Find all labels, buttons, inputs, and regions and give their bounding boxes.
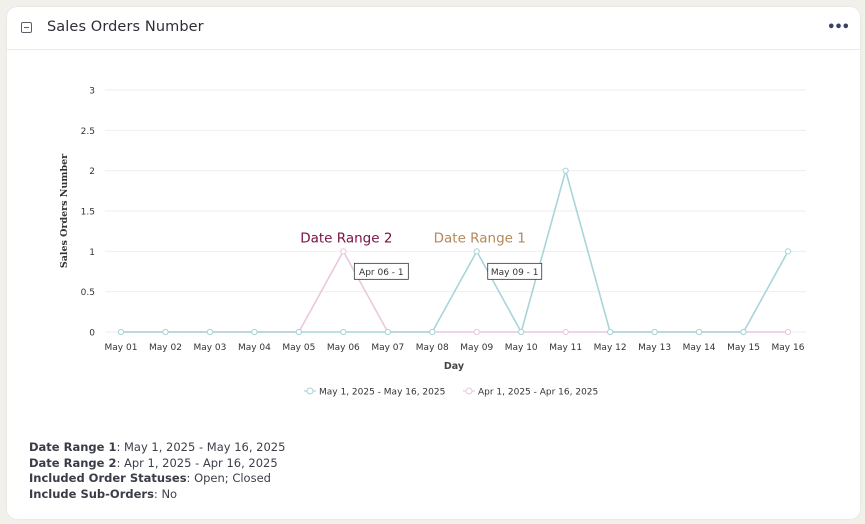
legend-marker	[306, 387, 314, 395]
data-point	[740, 328, 747, 336]
x-tick-label: May 10	[505, 343, 538, 353]
collapse-icon[interactable]	[21, 22, 32, 33]
x-tick-label: May 01	[105, 343, 138, 353]
footer-suborders-value: : No	[153, 486, 178, 501]
data-point	[473, 248, 480, 255]
x-tick-label: May 06	[327, 343, 360, 353]
x-axis-ticks: May 01 May 02 May 03 May 04 May 05 May 06 May …	[105, 343, 805, 353]
more-options-icon[interactable]: •••	[827, 20, 850, 35]
y-tick-label: 0	[89, 329, 95, 339]
x-tick-label: May 12	[594, 343, 627, 353]
x-tick-label: May 09	[460, 343, 493, 353]
annotations: Date Range 2 Date Range 1	[300, 230, 526, 246]
line-chart: 00.511.522.53 May 01 May 02 May 03 May 04 Ma…	[59, 87, 806, 398]
data-point	[384, 328, 391, 336]
card-title: Sales Orders Number	[47, 19, 204, 35]
y-axis-label: Sales Orders Number	[59, 153, 70, 268]
y-tick-label: 0.5	[81, 288, 95, 298]
x-tick-label: May 16	[772, 343, 805, 353]
data-point	[784, 248, 792, 255]
x-tick-label: May 11	[549, 343, 582, 353]
data-point	[340, 328, 347, 336]
x-tick-label: May 05	[282, 343, 315, 353]
x-tick-label: May 04	[238, 343, 271, 353]
data-point	[162, 328, 169, 336]
data-point	[340, 248, 347, 255]
legend-label: May 1, 2025 - May 16, 2025	[319, 388, 445, 398]
tooltip-box	[353, 262, 409, 280]
footer-range1-value: : May 1, 2025 - May 16, 2025	[116, 440, 286, 454]
tooltips: Apr 06 - 1 May 09 - 1	[353, 262, 543, 280]
y-axis-ticks: 0 0.5 1 1.5 2 2.5 3	[81, 87, 96, 339]
data-point	[607, 328, 614, 336]
y-tick-label: 2	[89, 167, 95, 177]
x-tick-label: May 14	[683, 343, 716, 353]
footer-suborders-label: Include Sub-Orders	[29, 486, 154, 501]
tooltip-text: May 09 - 1	[491, 268, 539, 278]
data-point	[206, 328, 214, 336]
data-point	[518, 328, 525, 336]
grid-lines	[105, 89, 806, 333]
tooltip-box	[487, 262, 543, 280]
annotation-label: Date Range 2	[300, 230, 392, 246]
legend: May 1, 2025 - May 16, 2025 Apr 1, 2025 - …	[304, 387, 598, 398]
legend-marker	[465, 387, 473, 395]
data-point	[695, 328, 703, 336]
legend-label: Apr 1, 2025 - Apr 16, 2025	[478, 388, 598, 398]
x-tick-label: May 02	[149, 343, 182, 353]
footer-statuses-label: Included Order Statuses	[29, 471, 187, 485]
footer-range1: Date Range 1: May 1, 2025 - May 16, 2025	[29, 440, 285, 456]
y-tick-label: 1.5	[81, 208, 95, 218]
x-tick-label: May 08	[416, 343, 449, 353]
footer-range2: Date Range 2: Apr 1, 2025 - Apr 16, 2025	[29, 456, 285, 472]
data-point	[429, 328, 436, 336]
data-point	[473, 328, 480, 336]
y-tick-label: 1	[89, 248, 95, 258]
data-point	[562, 328, 569, 336]
card-header: Sales Orders Number •••	[7, 7, 860, 50]
series-line	[121, 169, 789, 333]
x-tick-label: May 07	[371, 343, 404, 353]
tooltip-text: Apr 06 - 1	[359, 268, 404, 278]
x-tick-label: May 03	[193, 343, 226, 353]
footer-range2-label: Date Range 2	[29, 455, 117, 470]
data-point	[117, 328, 125, 336]
data-point	[251, 328, 258, 336]
footer-suborders: Include Sub-Orders: No	[29, 487, 285, 503]
chart-footer: Date Range 1: May 1, 2025 - May 16, 2025…	[29, 440, 285, 502]
footer-range2-value: : Apr 1, 2025 - Apr 16, 2025	[116, 455, 278, 470]
data-point	[562, 167, 569, 174]
x-axis-label: Day	[444, 361, 465, 372]
y-tick-label: 3	[89, 87, 95, 97]
footer-statuses-value: : Open; Closed	[186, 471, 271, 485]
footer-range1-label: Date Range 1	[29, 440, 117, 454]
data-point	[295, 328, 302, 336]
data-point	[784, 328, 792, 336]
series-lines	[117, 167, 792, 336]
annotation-label: Date Range 1	[434, 230, 526, 246]
data-point	[651, 328, 658, 336]
x-tick-label: May 13	[638, 343, 671, 353]
x-tick-label: May 15	[727, 343, 760, 353]
sales-orders-card: Sales Orders Number ••• 0 0.5 1 1.5 2 2.5 3 Ma…	[7, 7, 860, 519]
y-tick-label: 2.5	[81, 127, 95, 137]
footer-statuses: Included Order Statuses: Open; Closed	[29, 471, 285, 487]
